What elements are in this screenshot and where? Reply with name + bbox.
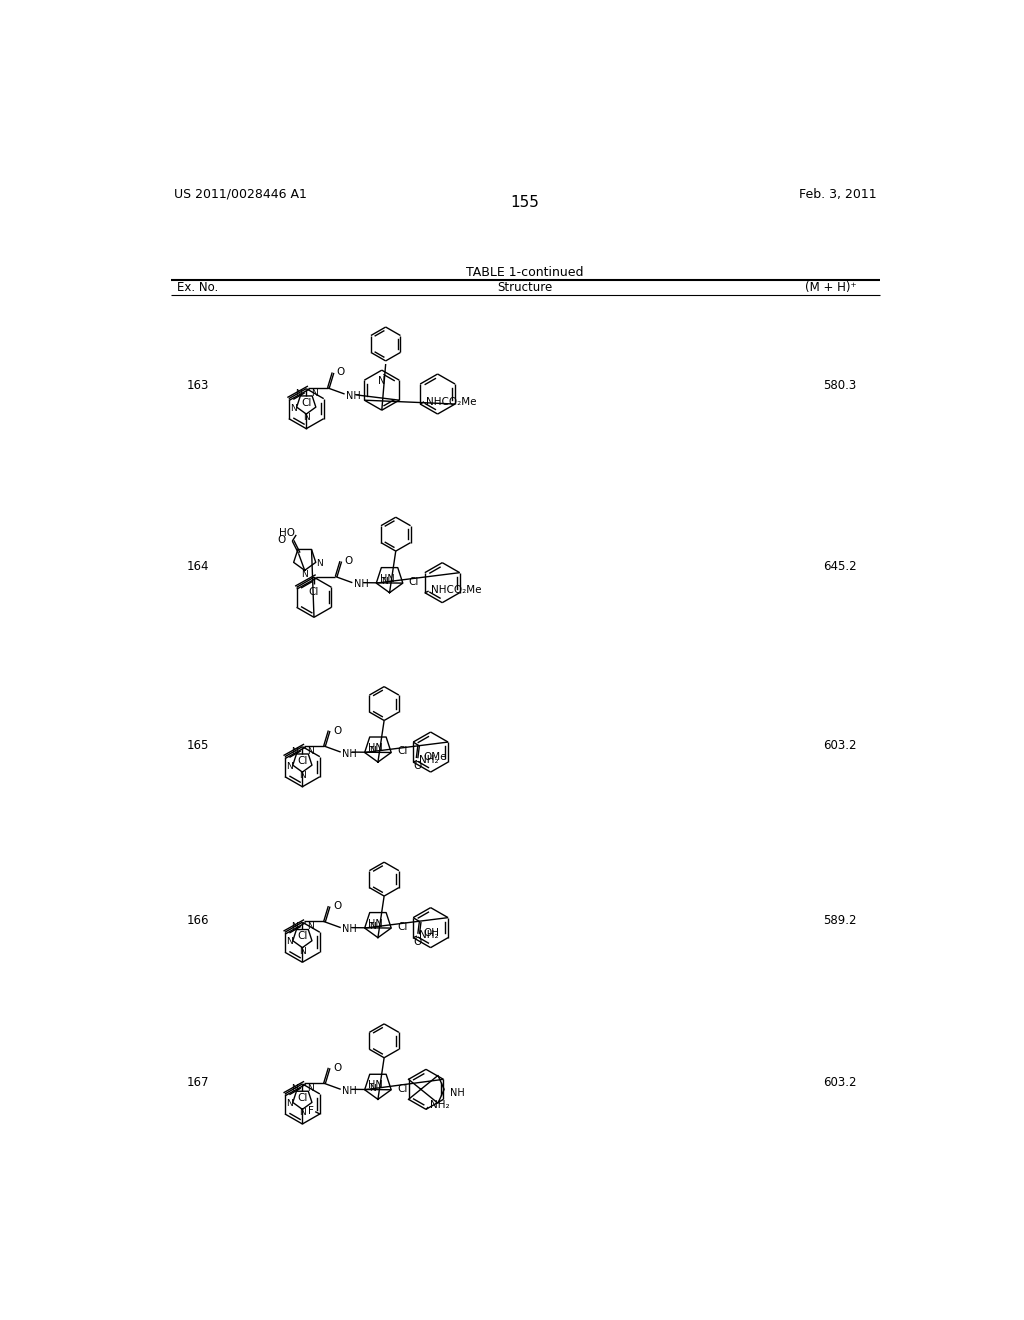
- Text: F: F: [308, 1106, 313, 1115]
- Text: N: N: [378, 376, 385, 387]
- Text: Cl: Cl: [397, 921, 408, 932]
- Text: 164: 164: [186, 560, 209, 573]
- Text: N: N: [303, 413, 309, 422]
- Text: NHCO₂Me: NHCO₂Me: [426, 397, 477, 407]
- Text: N: N: [370, 747, 376, 755]
- Text: Cl: Cl: [297, 932, 307, 941]
- Text: N: N: [291, 923, 298, 931]
- Text: NH₂: NH₂: [430, 1101, 450, 1110]
- Text: O: O: [414, 762, 422, 771]
- Text: O: O: [345, 556, 353, 566]
- Text: O: O: [333, 1063, 341, 1073]
- Text: O: O: [337, 367, 345, 378]
- Text: NH₂: NH₂: [420, 931, 439, 940]
- Text: N: N: [291, 1084, 298, 1093]
- Text: OMe: OMe: [423, 752, 446, 762]
- Text: NH₂: NH₂: [420, 755, 439, 764]
- Text: 603.2: 603.2: [823, 1076, 856, 1089]
- Text: HN: HN: [380, 574, 394, 583]
- Text: NHCO₂Me: NHCO₂Me: [431, 585, 481, 595]
- Text: O: O: [333, 902, 341, 911]
- Text: HN: HN: [369, 919, 383, 929]
- Text: OH: OH: [423, 928, 439, 937]
- Text: N: N: [381, 577, 388, 586]
- Text: 165: 165: [186, 739, 209, 751]
- Text: 166: 166: [186, 915, 209, 927]
- Text: 603.2: 603.2: [823, 739, 856, 751]
- Text: N: N: [286, 937, 293, 946]
- Text: Cl: Cl: [397, 746, 408, 756]
- Text: N: N: [286, 762, 293, 771]
- Text: 167: 167: [186, 1076, 209, 1089]
- Text: HN: HN: [369, 743, 383, 754]
- Text: Cl: Cl: [409, 577, 419, 587]
- Text: 163: 163: [186, 379, 209, 392]
- Text: N: N: [286, 1100, 293, 1107]
- Text: NH: NH: [451, 1088, 465, 1098]
- Text: NH: NH: [342, 1086, 357, 1096]
- Text: N: N: [301, 570, 308, 578]
- Text: N: N: [291, 747, 298, 755]
- Text: N: N: [370, 1084, 376, 1093]
- Text: Feb. 3, 2011: Feb. 3, 2011: [799, 187, 877, 201]
- Text: O: O: [414, 937, 422, 946]
- Text: Cl: Cl: [301, 397, 311, 408]
- Text: N: N: [307, 1084, 313, 1093]
- Text: N: N: [299, 1109, 306, 1117]
- Text: N: N: [299, 946, 306, 956]
- Text: N: N: [290, 404, 297, 413]
- Text: Ex. No.: Ex. No.: [177, 281, 218, 294]
- Text: US 2011/0028446 A1: US 2011/0028446 A1: [174, 187, 307, 201]
- Text: NH: NH: [346, 391, 360, 400]
- Text: N: N: [307, 747, 313, 755]
- Text: Cl: Cl: [309, 586, 319, 597]
- Text: 645.2: 645.2: [823, 560, 856, 573]
- Text: N: N: [370, 923, 376, 931]
- Text: 580.3: 580.3: [823, 379, 856, 392]
- Text: N: N: [307, 923, 313, 931]
- Text: Cl: Cl: [297, 1093, 307, 1104]
- Text: 155: 155: [510, 195, 540, 210]
- Text: 589.2: 589.2: [823, 915, 856, 927]
- Text: Cl: Cl: [297, 756, 307, 766]
- Text: HN: HN: [369, 1081, 383, 1090]
- Text: NH: NH: [342, 924, 357, 935]
- Text: (M + H)⁺: (M + H)⁺: [805, 281, 856, 294]
- Text: O: O: [278, 535, 286, 545]
- Text: HO: HO: [280, 528, 295, 539]
- Text: Structure: Structure: [498, 281, 552, 294]
- Text: N: N: [316, 560, 323, 568]
- Text: NH: NH: [342, 748, 357, 759]
- Text: O: O: [333, 726, 341, 735]
- Text: TABLE 1-continued: TABLE 1-continued: [466, 267, 584, 280]
- Text: N: N: [295, 388, 302, 397]
- Text: NH: NH: [354, 579, 369, 589]
- Text: Cl: Cl: [397, 1084, 408, 1093]
- Text: N: N: [299, 771, 306, 780]
- Text: N: N: [311, 388, 317, 397]
